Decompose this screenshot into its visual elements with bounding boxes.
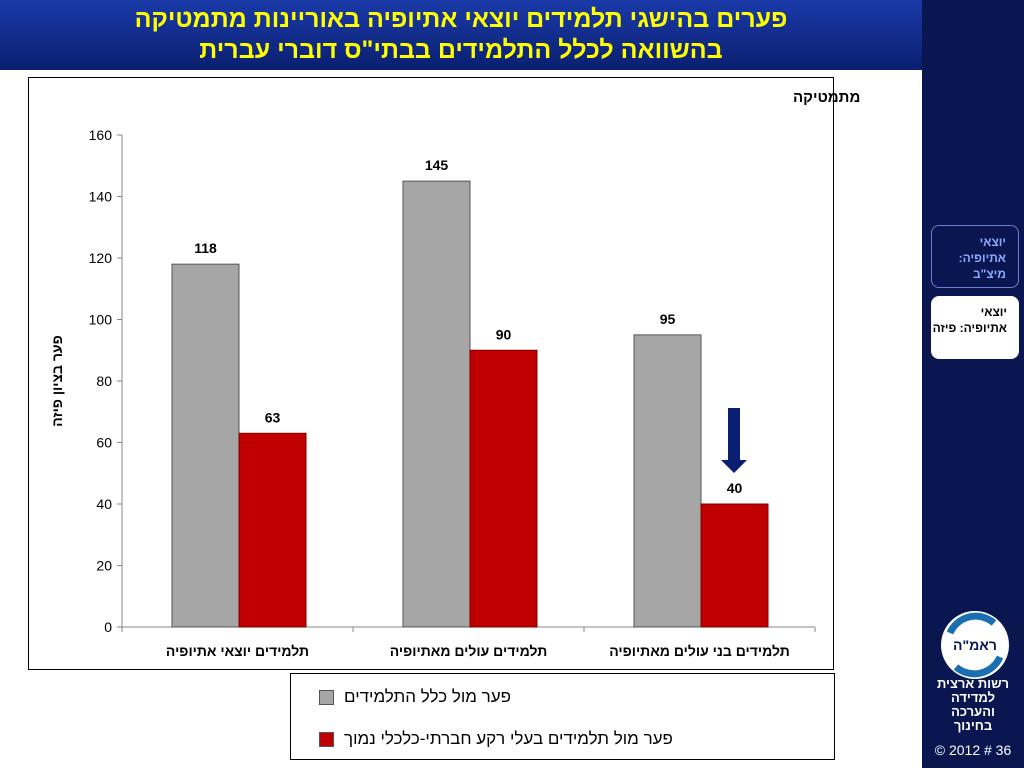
org-name: רשות ארצית למדידה והערכה בחינוך <box>922 677 1024 733</box>
title-line: בהשוואה לכלל התלמידים בבתי"ס דוברי עברית <box>199 36 723 64</box>
value-label: 145 <box>425 157 449 173</box>
y-tick-label: 120 <box>89 250 113 266</box>
x-tick-label: תלמידים בני עולים מאתיופיה <box>609 643 790 659</box>
sidebar: יוצאי אתיופיה: מיצ"ב יוצאי אתיופיה: פיזה… <box>922 0 1024 768</box>
chart-frame <box>28 77 834 670</box>
y-tick-label: 60 <box>96 435 112 451</box>
slide-title: פערים בהישגי תלמידים יוצאי אתיופיה באורי… <box>0 0 922 70</box>
logo: ראמ"ה <box>941 611 1009 679</box>
nav-tab[interactable]: יוצאי אתיופיה: פיזה <box>931 296 1019 359</box>
value-label: 40 <box>727 480 743 496</box>
value-label: 118 <box>194 240 217 256</box>
value-label: 90 <box>496 326 512 342</box>
logo-arc <box>953 655 1004 678</box>
y-axis-label: פער בציון פיזה <box>49 335 65 426</box>
title-line: פערים בהישגי תלמידים יוצאי אתיופיה באורי… <box>134 5 788 33</box>
value-label: 95 <box>660 311 676 327</box>
y-tick-label: 80 <box>96 373 112 389</box>
y-tick-label: 0 <box>104 619 112 635</box>
bar <box>238 432 307 628</box>
legend-label: פער מול תלמידים בעלי רקע חברתי-כלכלי נמו… <box>344 729 673 748</box>
logo-arc <box>946 612 997 635</box>
chart-subtitle: מתמטיקה <box>793 89 860 106</box>
y-tick-label: 20 <box>96 558 112 574</box>
bar <box>469 349 538 628</box>
x-tick-label: תלמידים יוצאי אתיופיה <box>166 643 309 659</box>
org-line: והערכה <box>951 704 995 719</box>
footer: © 2012 # 36 <box>934 742 1012 758</box>
x-tick-label: תלמידים עולים מאתיופיה <box>390 643 548 659</box>
org-line: בחינוך <box>953 718 993 733</box>
logo-circle <box>941 611 1009 679</box>
legend: פער מול כלל התלמידים פער מול תלמידים בעלי… <box>290 673 835 760</box>
y-tick-label: 140 <box>89 189 113 205</box>
y-tick-label: 40 <box>96 496 112 512</box>
legend-item: פער מול תלמידים בעלי רקע חברתי-כלכלי נמו… <box>319 729 673 749</box>
bar <box>633 334 702 628</box>
org-line: למדידה <box>950 690 996 705</box>
arrow <box>721 408 747 473</box>
bar <box>402 180 471 628</box>
legend-swatch <box>319 731 334 747</box>
legend-label: פער מול כלל התלמידים <box>344 687 512 706</box>
y-tick-label: 160 <box>89 127 113 143</box>
value-label: 63 <box>265 409 281 425</box>
logo-text: ראמ"ה <box>953 637 997 653</box>
nav-tab[interactable]: יוצאי אתיופיה: מיצ"ב <box>931 225 1019 288</box>
y-tick-label: 100 <box>89 312 113 328</box>
org-line: רשות ארצית <box>936 676 1010 691</box>
bar <box>700 503 769 628</box>
legend-item: פער מול כלל התלמידים <box>319 687 511 707</box>
legend-swatch <box>319 689 334 705</box>
bar <box>171 263 240 628</box>
